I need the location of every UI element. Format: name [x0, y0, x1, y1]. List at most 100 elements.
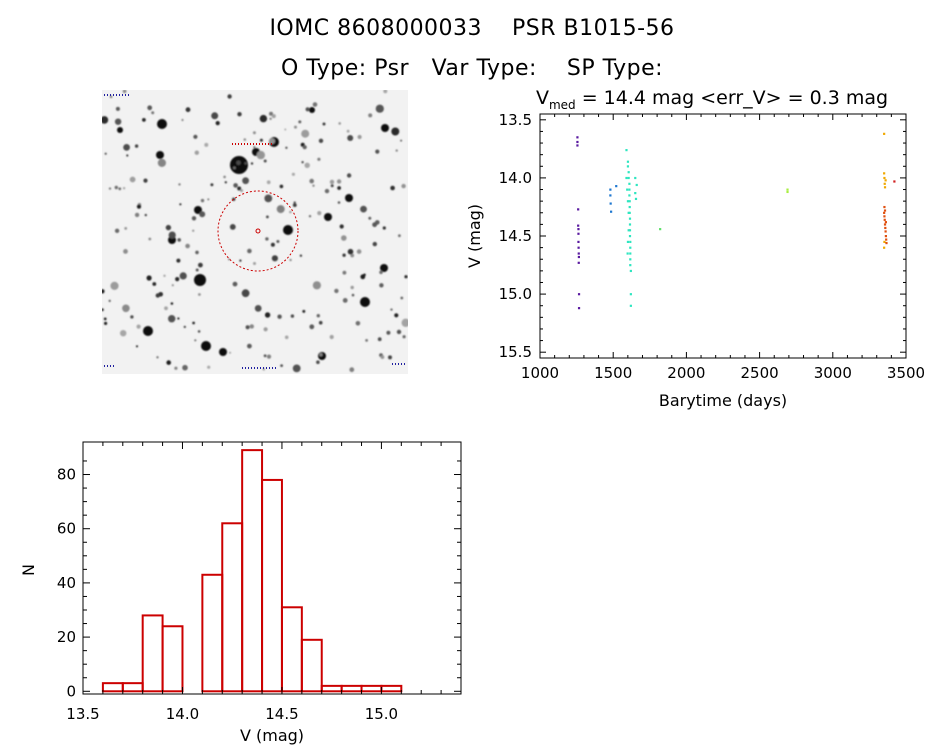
star: [266, 215, 269, 219]
star: [114, 185, 118, 190]
data-point: [627, 176, 630, 180]
star: [192, 321, 195, 325]
data-point: [577, 240, 580, 244]
star: [185, 107, 191, 113]
histogram-bar: [320, 684, 343, 693]
star: [266, 354, 272, 359]
data-point: [627, 211, 630, 214]
star: [175, 277, 180, 282]
star: [204, 142, 209, 147]
star: [243, 138, 247, 141]
star: [336, 179, 342, 184]
star: [103, 317, 107, 321]
x-tick-label: 1000: [521, 364, 559, 382]
star: [264, 194, 273, 203]
star: [194, 150, 199, 155]
star: [357, 134, 362, 140]
star: [110, 281, 119, 290]
star: [284, 335, 289, 340]
star: [118, 187, 122, 191]
data-point: [609, 202, 612, 205]
star: [271, 255, 278, 262]
data-point: [629, 304, 632, 307]
data-point: [629, 293, 632, 296]
star: [318, 352, 326, 360]
star: [123, 249, 128, 254]
star: [279, 184, 284, 189]
data-point: [883, 176, 886, 180]
star: [278, 205, 283, 210]
star: [135, 345, 139, 348]
data-point: [629, 264, 632, 267]
target-circle: [217, 190, 299, 272]
star: [207, 365, 211, 369]
star: [114, 228, 120, 233]
star: [152, 282, 157, 286]
star: [228, 258, 230, 261]
data-point: [626, 252, 629, 255]
star: [404, 275, 408, 279]
histogram-bar: [161, 625, 184, 693]
data-point: [577, 232, 580, 235]
data-point: [893, 180, 896, 183]
star: [342, 253, 346, 257]
star: [136, 324, 141, 329]
star: [285, 146, 288, 149]
star: [134, 212, 140, 218]
data-point: [577, 261, 580, 264]
data-point: [577, 307, 581, 310]
star: [301, 129, 310, 138]
star: [269, 117, 272, 120]
star: [316, 360, 320, 365]
star: [402, 335, 406, 339]
star: [350, 285, 354, 290]
star: [394, 313, 399, 318]
star: [168, 231, 176, 239]
y-tick-label: 15.0: [499, 285, 532, 303]
histogram-frame: [82, 441, 462, 695]
star: [241, 289, 250, 298]
star: [108, 299, 111, 302]
target-marker: [255, 228, 261, 234]
star: [179, 272, 187, 280]
star: [164, 306, 168, 311]
star: [143, 178, 148, 183]
data-point: [626, 200, 630, 203]
star: [317, 211, 322, 216]
star: [368, 216, 372, 220]
data-point: [626, 165, 630, 168]
histogram-chart: 13.5 14.0 14.5 15.0 0 20 40 60 80 V (mag) N: [20, 441, 462, 745]
star: [115, 106, 120, 111]
data-point: [626, 160, 630, 163]
star: [197, 330, 201, 333]
star: [324, 188, 330, 194]
star: [114, 118, 122, 125]
star: [163, 274, 166, 277]
data-point: [628, 223, 632, 226]
data-point: [577, 224, 580, 227]
star: [345, 194, 353, 202]
data-point: [629, 240, 632, 244]
star: [177, 317, 180, 320]
data-point: [626, 240, 630, 244]
star: [166, 360, 171, 365]
star: [104, 152, 107, 155]
star: [122, 90, 127, 94]
star: [245, 325, 250, 330]
star: [268, 138, 276, 145]
data-point: [883, 205, 886, 209]
star: [271, 114, 276, 119]
chart-title-line-1: IOMC 8608000033 PSR B1015-56: [269, 16, 675, 41]
star: [210, 183, 214, 187]
data-point: [883, 223, 887, 226]
star: [338, 122, 341, 125]
star: [383, 90, 388, 94]
data-point: [628, 229, 632, 232]
star: [368, 113, 373, 118]
histogram-bar: [360, 684, 383, 693]
star: [330, 184, 334, 188]
star: [102, 308, 104, 312]
y-tick-label: 60: [57, 520, 76, 538]
star: [244, 162, 247, 165]
data-point: [625, 176, 628, 180]
